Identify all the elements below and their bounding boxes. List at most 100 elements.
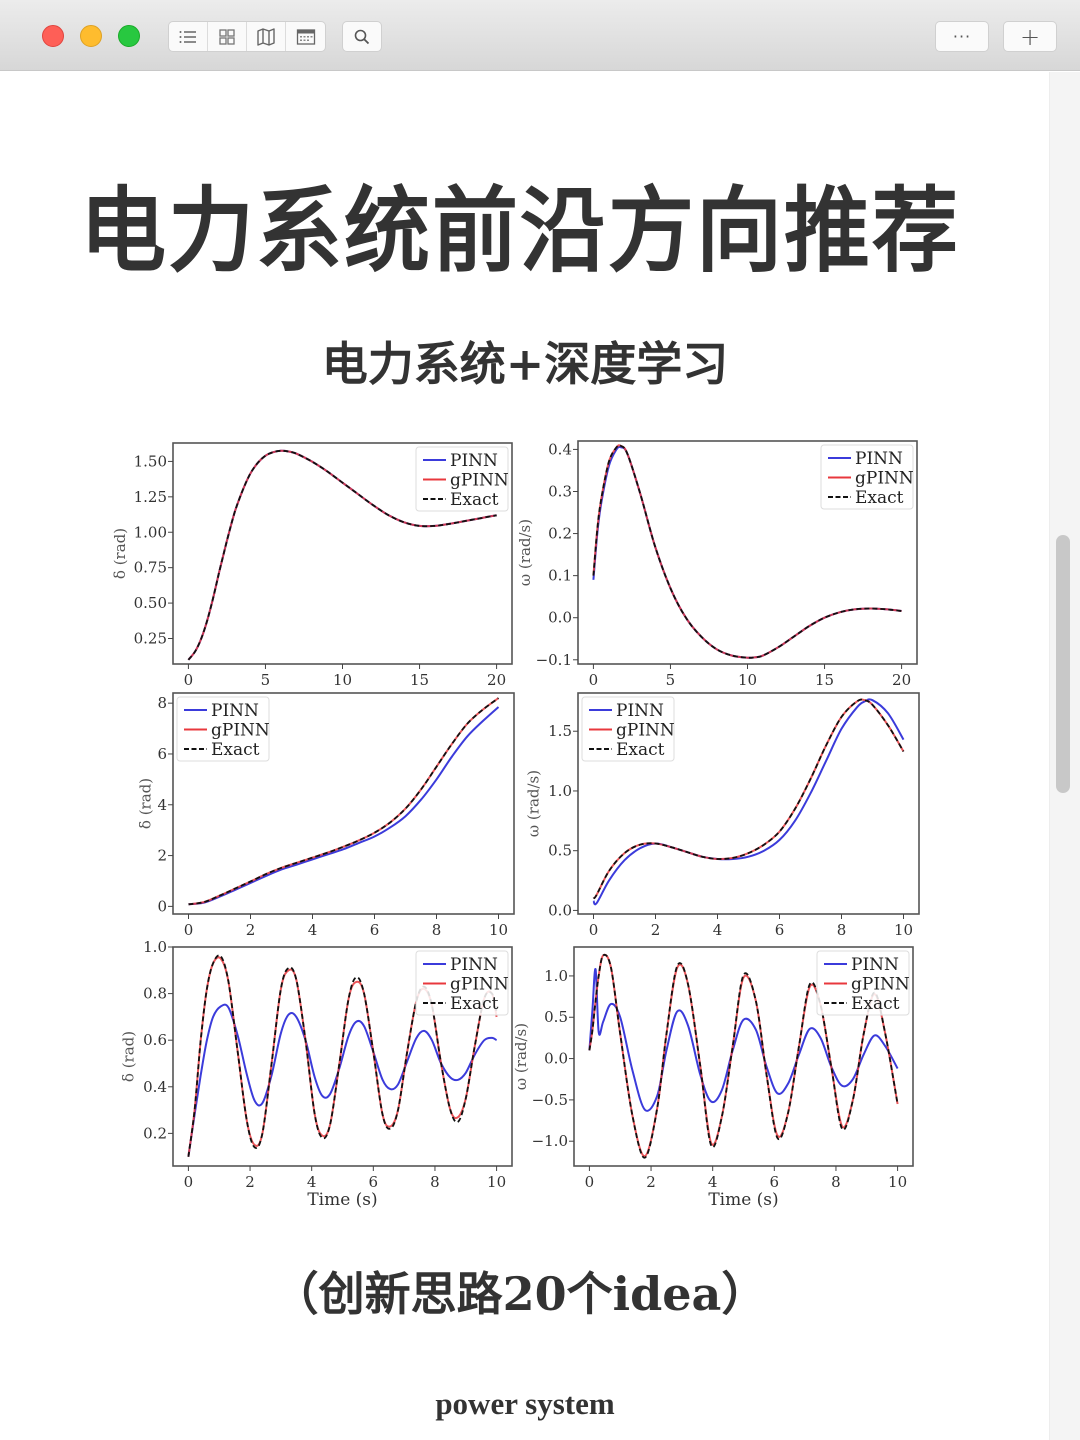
y-tick-label: 0.2 xyxy=(548,525,572,543)
add-button[interactable]: + xyxy=(1004,22,1056,51)
x-tick-label: 8 xyxy=(430,1173,440,1191)
series-gpinn xyxy=(188,697,500,906)
x-tick-label: 15 xyxy=(410,671,429,689)
plus-icon: + xyxy=(1019,22,1041,51)
list-icon xyxy=(179,30,196,43)
zoom-window-button[interactable] xyxy=(118,25,140,47)
x-tick-label: 10 xyxy=(894,921,913,939)
y-tick-label: 1.0 xyxy=(548,782,572,800)
view-mode-toolbar xyxy=(169,22,325,51)
more-options-button[interactable]: ··· xyxy=(936,22,988,51)
y-tick-label: 1.25 xyxy=(134,488,167,506)
plot-middle-left: 0 2 4 6 8 10 0 2 4 6 8 δ (rad) PINN gPINN Exact xyxy=(137,692,515,939)
x-tick-label: 20 xyxy=(487,671,506,689)
x-tick-label: 8 xyxy=(837,921,847,939)
chart-svg: 0 5 10 15 20 −0.1 0.0 0.1 0.2 0.3 0.4 ω (rad/s) PINN… xyxy=(516,440,918,689)
y-axis-label: ω (rad/s) xyxy=(516,519,534,586)
legend-label-gpinn: gPINN xyxy=(211,721,270,741)
legend-label-pinn: PINN xyxy=(450,955,498,975)
y-tick-label: 1.5 xyxy=(548,722,572,740)
series-exact xyxy=(592,698,905,900)
x-tick-label: 6 xyxy=(369,1173,379,1191)
calendar-view-button[interactable] xyxy=(286,22,325,51)
series-pinn xyxy=(592,698,905,906)
grid-view-button[interactable] xyxy=(208,22,247,51)
search-icon xyxy=(354,29,370,44)
plot-top-left: 0 5 10 15 20 0.25 0.50 0.75 1.00 1.25 1.50 δ (rad) P… xyxy=(111,442,513,689)
ideas-caption: （创新思路20个idea） xyxy=(272,1267,768,1321)
footer-text: power system xyxy=(435,1386,615,1421)
x-tick-label: 2 xyxy=(245,1173,255,1191)
plot-middle-right: 0 2 4 6 8 10 0.0 0.5 1.0 1.5 ω (rad/s) PINN gPINN Exa… xyxy=(525,692,920,939)
legend-label-gpinn: gPINN xyxy=(450,471,509,491)
y-axis-label: δ (rad) xyxy=(111,528,129,579)
legend-label-pinn: PINN xyxy=(450,451,498,471)
y-tick-label: 4 xyxy=(157,796,167,814)
y-tick-label: 0.0 xyxy=(544,1050,568,1068)
x-tick-label: 6 xyxy=(770,1173,780,1191)
x-tick-label: 0 xyxy=(184,1173,194,1191)
page-subtitle: 电力系统+深度学习 xyxy=(321,337,729,391)
x-tick-label: 4 xyxy=(307,1173,317,1191)
x-tick-label: 2 xyxy=(646,1173,656,1191)
y-tick-label: 0.5 xyxy=(548,842,572,860)
x-tick-label: 5 xyxy=(261,671,271,689)
y-tick-label: 0.3 xyxy=(548,482,572,500)
legend-label-gpinn: gPINN xyxy=(855,469,914,489)
x-tick-label: 10 xyxy=(487,1173,506,1191)
window-titlebar: ··· + xyxy=(0,0,1080,71)
y-tick-label: 0 xyxy=(157,897,167,915)
legend-label-exact: Exact xyxy=(855,488,904,508)
search-button[interactable] xyxy=(343,22,381,51)
series-pinn xyxy=(188,706,500,906)
grid-icon xyxy=(219,28,235,45)
y-tick-label: 0.6 xyxy=(143,1031,167,1049)
plot-bottom-right: 0 2 4 6 8 10 −1.0 −0.5 0.0 0.5 1.0 ω (rad/s) Time (s… xyxy=(512,946,914,1210)
y-tick-label: 0.5 xyxy=(544,1008,568,1026)
y-tick-label: 0.25 xyxy=(134,630,167,648)
page-title: 电力系统前沿方向推荐 xyxy=(80,176,960,286)
y-tick-label: 0.50 xyxy=(134,594,167,612)
x-tick-label: 0 xyxy=(585,1173,595,1191)
x-tick-label: 4 xyxy=(713,921,723,939)
minimize-window-button[interactable] xyxy=(80,25,102,47)
x-tick-label: 10 xyxy=(888,1173,907,1191)
series-exact xyxy=(187,449,497,661)
y-axis-label: δ (rad) xyxy=(120,1031,138,1082)
x-axis-label: Time (s) xyxy=(307,1190,377,1210)
plot-top-right: 0 5 10 15 20 −0.1 0.0 0.1 0.2 0.3 0.4 ω (rad/s) PINN… xyxy=(516,440,918,689)
legend-label-pinn: PINN xyxy=(855,449,903,469)
close-window-button[interactable] xyxy=(42,25,64,47)
list-view-button[interactable] xyxy=(169,22,208,51)
plot-bottom-left: 0 2 4 6 8 10 0.2 0.4 0.6 0.8 1.0 δ (rad) Time (s) PIN… xyxy=(120,938,513,1210)
series-exact xyxy=(588,953,899,1159)
y-tick-label: 0.75 xyxy=(134,559,167,577)
y-tick-label: −0.1 xyxy=(536,651,572,669)
x-tick-label: 4 xyxy=(708,1173,718,1191)
legend-label-exact: Exact xyxy=(450,994,499,1014)
chart-svg: 0 2 4 6 8 10 0.2 0.4 0.6 0.8 1.0 δ (rad) Time (s) PIN… xyxy=(120,938,513,1210)
y-axis-label: ω (rad/s) xyxy=(525,770,543,837)
map-view-button[interactable] xyxy=(247,22,286,51)
scrollbar-thumb[interactable] xyxy=(1056,535,1070,793)
y-tick-label: 0.8 xyxy=(143,985,167,1003)
y-axis-label: ω (rad/s) xyxy=(512,1023,530,1090)
x-tick-label: 8 xyxy=(432,921,442,939)
x-tick-label: 10 xyxy=(738,671,757,689)
legend-label-gpinn: gPINN xyxy=(450,975,509,995)
y-tick-label: 0.1 xyxy=(548,567,572,585)
legend-label-exact: Exact xyxy=(616,740,665,760)
legend-label-pinn: PINN xyxy=(211,701,259,721)
y-tick-label: 2 xyxy=(157,847,167,865)
legend-label-gpinn: gPINN xyxy=(851,975,910,995)
x-tick-label: 10 xyxy=(489,921,508,939)
x-tick-label: 2 xyxy=(246,921,256,939)
legend-label-pinn: PINN xyxy=(616,701,664,721)
legend-label-exact: Exact xyxy=(450,490,499,510)
x-tick-label: 10 xyxy=(333,671,352,689)
